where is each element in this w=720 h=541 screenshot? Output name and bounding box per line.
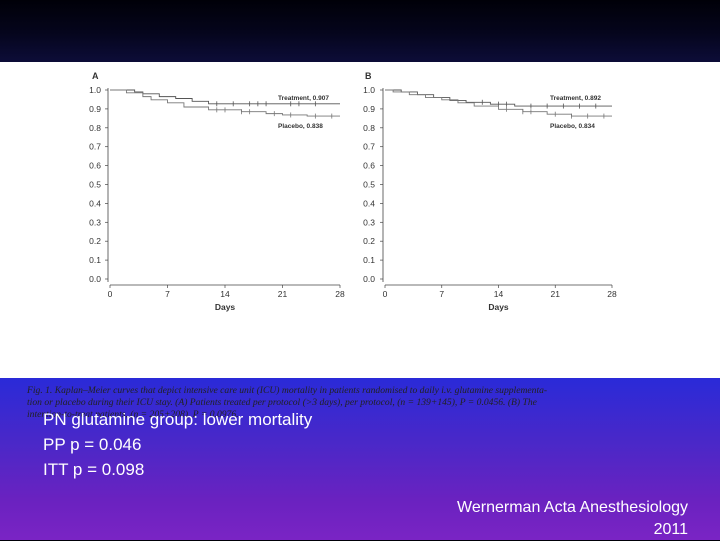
slide-bullets: PN glutamine group: lower mortality PP p… [43, 407, 312, 482]
x-axis-title: Days [488, 302, 509, 312]
y-tick-label: 0.6 [89, 161, 101, 171]
panel-letter: A [92, 71, 99, 81]
y-tick-label: 0.3 [89, 217, 101, 227]
x-tick-label: 14 [494, 289, 504, 299]
y-tick-label: 0.7 [363, 142, 375, 152]
y-tick-label: 0.7 [89, 142, 101, 152]
series-label-placebo: Placebo, 0.838 [278, 123, 323, 130]
x-tick-label: 28 [607, 289, 617, 299]
y-tick-label: 0.1 [363, 255, 375, 265]
y-tick-label: 0.9 [89, 104, 101, 114]
x-tick-label: 0 [383, 289, 388, 299]
x-tick-label: 0 [108, 289, 113, 299]
y-tick-label: 0.2 [363, 236, 375, 246]
series-label-treatment: Treatment, 0.907 [278, 95, 329, 102]
km-panel-b: B 0.0 0.1 0.2 0.3 0.4 0.5 0.6 0.7 0.8 0.9 1.0 0 7 14 21… [363, 71, 617, 312]
bullet-mortality: PN glutamine group: lower mortality [43, 410, 313, 429]
y-tick-label: 0.5 [89, 180, 101, 190]
figure-panel: A 0.0 0.1 0.2 0.3 0.4 0.5 0.6 0.7 0.8 0.9 1.0 0 7 14 21… [0, 62, 720, 420]
x-tick-label: 14 [220, 289, 230, 299]
x-axis-title: Days [215, 302, 236, 312]
x-tick-label: 7 [439, 289, 444, 299]
bullet-pp: PP p = 0.046 [43, 435, 142, 454]
y-tick-label: 0.0 [363, 274, 375, 284]
y-tick-label: 0.9 [363, 104, 375, 114]
citation-line-1: Wernerman Acta Anesthesiology [457, 499, 688, 516]
y-tick-label: 1.0 [363, 85, 375, 95]
panel-letter: B [365, 71, 372, 81]
km-panel-a: A 0.0 0.1 0.2 0.3 0.4 0.5 0.6 0.7 0.8 0.9 1.0 0 7 14 21… [89, 71, 345, 312]
kaplan-meier-figure: A 0.0 0.1 0.2 0.3 0.4 0.5 0.6 0.7 0.8 0.9 1.0 0 7 14 21… [89, 71, 617, 312]
y-tick-label: 0.4 [363, 198, 375, 208]
x-tick-label: 21 [278, 289, 288, 299]
y-tick-label: 0.3 [363, 217, 375, 227]
y-tick-label: 0.4 [89, 198, 101, 208]
km-curve-placebo [385, 89, 612, 117]
citation-line-2: 2011 [653, 521, 688, 538]
x-tick-label: 28 [335, 289, 345, 299]
y-tick-label: 0.2 [89, 236, 101, 246]
bullet-itt: ITT p = 0.098 [43, 460, 145, 479]
figure-caption: Fig. 1. Kaplan–Meier curves that depict … [27, 385, 548, 420]
y-tick-label: 0.6 [363, 161, 375, 171]
citation: Wernerman Acta Anesthesiology 2011 [457, 497, 688, 541]
km-curve-placebo [110, 89, 340, 117]
series-label-placebo: Placebo, 0.834 [550, 123, 595, 130]
y-tick-label: 0.8 [363, 123, 375, 133]
y-tick-label: 0.0 [89, 274, 101, 284]
series-label-treatment: Treatment, 0.892 [550, 95, 601, 102]
slide-gradient-background [0, 378, 720, 540]
y-tick-label: 0.5 [363, 180, 375, 190]
km-curve-treatment [110, 89, 340, 105]
y-tick-label: 0.1 [89, 255, 101, 265]
y-tick-label: 0.8 [89, 123, 101, 133]
x-tick-label: 7 [165, 289, 170, 299]
x-tick-label: 21 [551, 289, 561, 299]
y-tick-label: 1.0 [89, 85, 101, 95]
